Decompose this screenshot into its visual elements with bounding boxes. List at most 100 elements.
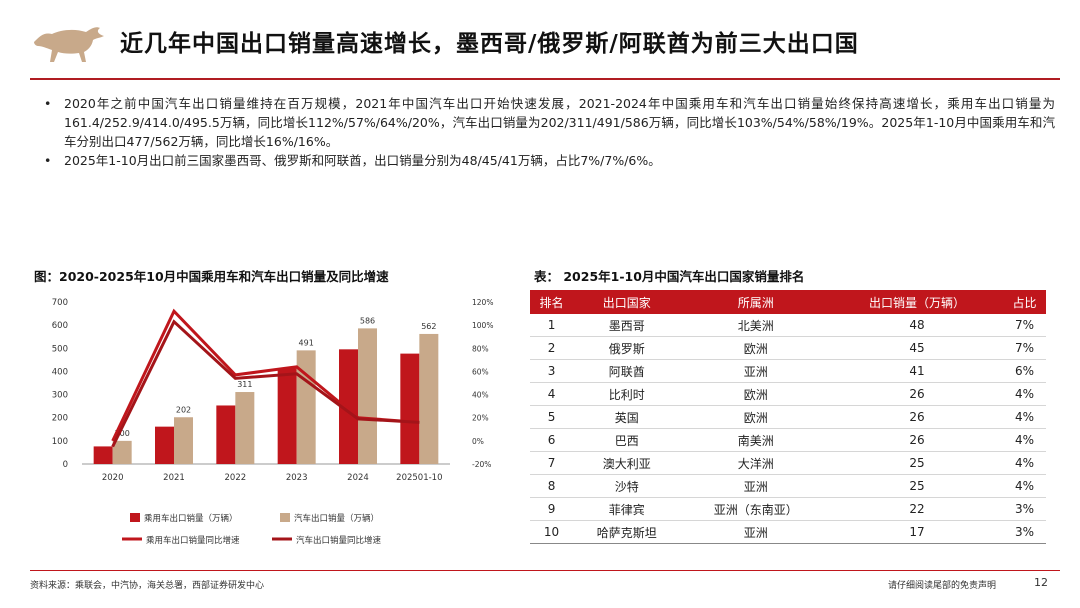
bar-data-label: 202 xyxy=(176,405,191,414)
table-column-header: 排名 xyxy=(539,295,564,310)
bar-passenger xyxy=(277,368,297,464)
y-axis-tick-label: 600 xyxy=(52,321,68,331)
table-cell: 4% xyxy=(1002,474,1046,498)
x-axis-tick-label: 2022 xyxy=(225,473,247,483)
y-axis-tick-label: 200 xyxy=(52,414,68,424)
bar-passenger xyxy=(216,405,236,464)
bar-passenger xyxy=(400,353,420,464)
table-cell: 欧洲 xyxy=(680,336,831,360)
legend-swatch xyxy=(280,513,290,522)
table-cell: 欧洲 xyxy=(680,382,831,406)
table-cell: 1 xyxy=(530,314,574,337)
legend-label: 汽车出口销量（万辆） xyxy=(294,513,379,524)
table-cell: 3% xyxy=(1002,497,1046,521)
footer-source: 资料来源：乘联会，中汽协，海关总署，西部证券研发中心 xyxy=(30,581,265,591)
y2-axis-tick-label: 20% xyxy=(472,414,489,423)
table-row: 9 菲律宾 亚洲（东南亚） 22 3% xyxy=(530,497,1046,521)
table-cell: 亚洲 xyxy=(680,359,831,383)
bar-passenger xyxy=(339,349,358,464)
table-row: 10 哈萨克斯坦 亚洲 17 3% xyxy=(530,520,1046,544)
table-column-header: 所属洲 xyxy=(737,295,774,310)
bullet-dot: • xyxy=(44,153,52,168)
bar-passenger xyxy=(155,426,174,464)
export-ranking-table: 排名 出口国家 所属洲 出口销量（万辆） 占比 1 墨西哥 北美洲 48 7% 2 俄罗斯 欧洲 45 7… xyxy=(530,290,1046,544)
bullet-text: 2020年之前中国汽车出口销量维持在百万规模，2021年中国汽车出口开始快速发展… xyxy=(64,96,1055,149)
legend-label: 乘用车出口销量同比增速 xyxy=(146,535,240,546)
bar-vehicle xyxy=(235,392,255,464)
table-cell: 亚洲（东南亚） xyxy=(680,497,831,521)
bar-vehicle xyxy=(419,333,439,464)
legend-label: 乘用车出口销量（万辆） xyxy=(144,513,238,524)
table-header-row: 排名 出口国家 所属洲 出口销量（万辆） 占比 xyxy=(530,290,1046,314)
table-cell: 菲律宾 xyxy=(573,497,681,521)
table-cell: 沙特 xyxy=(573,474,681,498)
table-row: 7 澳大利亚 大洋洲 25 4% xyxy=(530,451,1046,475)
table-cell: 25 xyxy=(830,474,1003,498)
bullet-item: • 2025年1-10月出口前三国家墨西哥、俄罗斯和阿联酋，出口销量分别为48/… xyxy=(40,151,1055,170)
table-cell: 7% xyxy=(1002,336,1046,360)
x-axis-tick-label: 202501-10 xyxy=(396,473,442,483)
x-axis-tick-label: 2021 xyxy=(163,473,185,483)
bar-data-label: 100 xyxy=(115,429,130,438)
y2-axis-tick-label: 100% xyxy=(472,321,493,330)
table-cell: 41 xyxy=(830,359,1003,383)
bar-vehicle xyxy=(174,417,193,464)
table-cell: 北美洲 xyxy=(680,314,831,337)
table-cell: 22 xyxy=(830,497,1003,521)
growth-line-vehicle xyxy=(111,319,420,448)
table-cell: 3 xyxy=(530,359,574,383)
footer-disclaimer: 请仔细阅读尾部的免责声明 xyxy=(888,581,997,591)
y-axis-tick-label: 500 xyxy=(52,344,68,354)
table-cell: 7 xyxy=(530,451,574,475)
bar-data-label: 586 xyxy=(360,316,375,325)
table-row: 6 巴西 南美洲 26 4% xyxy=(530,428,1046,452)
y2-axis-tick-label: 60% xyxy=(472,367,489,376)
table-column-header: 占比 xyxy=(1012,295,1037,310)
bar-vehicle xyxy=(112,440,132,464)
table-cell: 亚洲 xyxy=(680,520,831,544)
table-cell: 6 xyxy=(530,428,574,452)
table-cell: 比利时 xyxy=(573,382,681,406)
table-cell: 8 xyxy=(530,474,574,498)
x-axis-tick-label: 2023 xyxy=(286,473,308,483)
table-cell: 哈萨克斯坦 xyxy=(573,520,681,544)
table-cell: 阿联酋 xyxy=(573,359,681,383)
export-chart: 0 100 200 300 400 500 600 700 -20% 0% 20% 40% 60% 80%… xyxy=(52,298,494,546)
table-row: 8 沙特 亚洲 25 4% xyxy=(530,474,1046,498)
table-cell: 26 xyxy=(830,405,1003,429)
bullet-dot: • xyxy=(44,96,52,111)
table-cell: 25 xyxy=(830,451,1003,475)
bar-data-label: 562 xyxy=(421,322,436,331)
table-row: 4 比利时 欧洲 26 4% xyxy=(530,382,1046,406)
table-cell: 9 xyxy=(530,497,574,521)
table-cell: 3% xyxy=(1002,520,1046,544)
table-column-header: 出口国家 xyxy=(602,295,651,310)
ranking-table-wrapper: 排名 出口国家 所属洲 出口销量（万辆） 占比 1 墨西哥 北美洲 48 7% 2 俄罗斯 欧洲 45 7… xyxy=(530,290,1046,544)
y-axis-tick-label: 0 xyxy=(63,460,68,470)
title-divider xyxy=(30,78,1060,80)
page-title: 近几年中国出口销量高速增长，墨西哥/俄罗斯/阿联酋为前三大出口国 xyxy=(120,31,859,57)
table-cell: 4% xyxy=(1002,405,1046,429)
y-axis-tick-label: 100 xyxy=(52,437,68,447)
y-axis-tick-label: 700 xyxy=(52,298,68,308)
table-cell: 4% xyxy=(1002,382,1046,406)
table-cell: 巴西 xyxy=(573,428,681,452)
table-row: 2 俄罗斯 欧洲 45 7% xyxy=(530,336,1046,360)
table-cell: 26 xyxy=(830,382,1003,406)
table-cell: 45 xyxy=(830,336,1003,360)
y2-axis-tick-label: -20% xyxy=(472,460,491,469)
table-cell: 10 xyxy=(530,520,574,544)
y-axis-tick-label: 400 xyxy=(52,367,68,377)
bar-data-label: 491 xyxy=(299,338,314,347)
y2-axis-tick-label: 80% xyxy=(472,344,489,353)
footer-divider xyxy=(30,570,1060,571)
table-cell: 大洋洲 xyxy=(680,451,831,475)
y-axis-tick-label: 300 xyxy=(52,391,68,401)
y2-axis-tick-label: 40% xyxy=(472,391,489,400)
legend-swatch xyxy=(130,513,140,522)
bullet-item: • 2020年之前中国汽车出口销量维持在百万规模，2021年中国汽车出口开始快速… xyxy=(40,94,1055,151)
table-cell: 48 xyxy=(830,314,1003,337)
table-cell: 俄罗斯 xyxy=(573,336,681,360)
table-row: 3 阿联酋 亚洲 41 6% xyxy=(530,359,1046,383)
table-cell: 2 xyxy=(530,336,574,360)
